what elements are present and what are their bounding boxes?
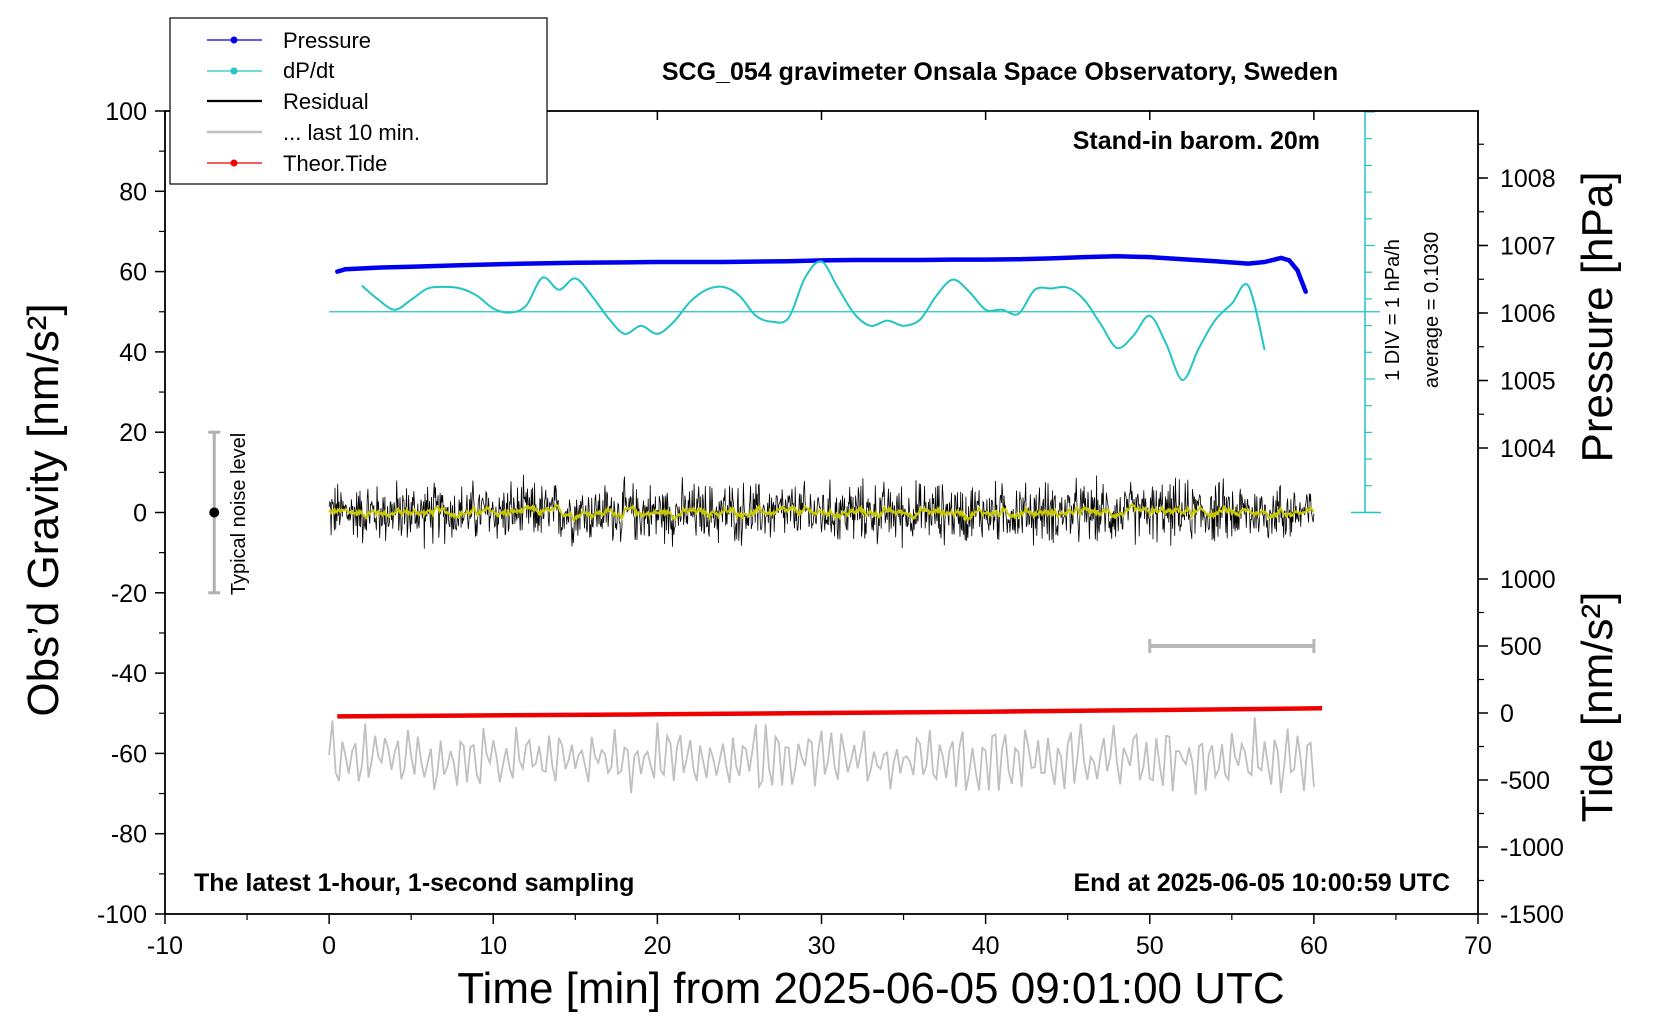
average-label: average = 0.1030 [1421,232,1443,388]
legend-label-dpdt: dP/dt [283,58,334,83]
x-tick-label: 50 [1136,932,1164,960]
series-residual-line [328,474,1315,549]
y-tick-label: -20 [111,580,147,608]
x-tick-label: 30 [808,932,836,960]
pressure-tick-label: 1004 [1500,435,1556,463]
x-tick-label: 40 [972,932,1000,960]
tide-tick-label: 1000 [1500,566,1556,594]
legend-label-tide: Theor.Tide [283,151,387,176]
y-tick-label: 80 [119,178,147,206]
series-dpdt-line [361,260,1266,381]
axes: -10 0 10 20 30 40 50 60 70100806040200-20-40-60-… [97,98,1564,960]
noise-level-marker [209,507,220,518]
tide-tick-label: -1500 [1500,901,1564,929]
y-axis-title-pressure: Pressure [hPa] [1573,171,1622,462]
legend: Pressure dP/dt Residual ... last 10 min.… [169,17,548,185]
x-tick-label: 60 [1300,932,1328,960]
x-tick-label: -10 [147,932,183,960]
pressure-tick-label: 1006 [1500,300,1556,328]
y-tick-label: 20 [119,419,147,447]
x-tick-label: 0 [322,932,336,960]
series-tide-line [337,706,1323,719]
legend-marker-dpdt [230,67,238,75]
bottom-right-note: End at 2025-06-05 10:00:59 UTC [1073,869,1450,897]
x-axis-title: Time [min] from 2025-06-05 09:01:00 UTC [457,964,1284,1013]
div-label: 1 DIV = 1 hPa/h [1382,239,1404,381]
y-tick-label: -80 [111,821,147,849]
noise-label: Typical noise level [228,433,250,595]
x-tick-label: 70 [1464,932,1492,960]
series-residual-smooth-line [328,503,1315,523]
x-tick-label: 10 [479,932,507,960]
y-tick-label: -100 [97,901,147,929]
pressure-tick-label: 1005 [1500,368,1556,396]
legend-marker-tide [230,159,238,167]
legend-marker-pressure [230,36,238,44]
tide-tick-label: -1000 [1500,834,1564,862]
legend-entry-residual: Residual [207,89,369,114]
legend-label-last10: ... last 10 min. [283,120,420,145]
legend-entry-dpdt: dP/dt [207,58,334,83]
y-axis-title-tide: Tide [nm/s²] [1573,592,1622,823]
bottom-left-note: The latest 1-hour, 1-second sampling [194,869,634,897]
series-last10-line [328,717,1315,795]
y-axis-title-left-text: Obs’d Gravity [nm/s²] [19,303,68,716]
tide-tick-label: 0 [1500,700,1514,728]
y-tick-label: -40 [111,660,147,688]
legend-entry-last10: ... last 10 min. [207,120,420,145]
tide-tick-label: 500 [1500,633,1542,661]
y-tick-label: -60 [111,740,147,768]
legend-label-pressure: Pressure [283,28,371,53]
pressure-tick-label: 1007 [1500,233,1556,261]
chart-marks [208,111,1381,795]
y-tick-label: 0 [133,500,147,528]
y-tick-label: 60 [119,259,147,287]
tide-tick-label: -500 [1500,767,1550,795]
legend-label-residual: Residual [283,89,369,114]
legend-entry-pressure: Pressure [207,28,371,53]
legend-entry-tide: Theor.Tide [207,151,387,176]
y-tick-label: 100 [105,98,147,126]
x-tick-label: 20 [643,932,671,960]
series-pressure-line [335,254,1308,294]
y-axis-title-left: Obs’d Gravity [nm/s²] [19,303,68,716]
chart-title: SCG_054 gravimeter Onsala Space Observat… [662,58,1338,86]
barometer-note: Stand-in barom. 20m [1073,127,1320,155]
y-tick-label: 40 [119,339,147,367]
pressure-tick-label: 1008 [1500,165,1556,193]
